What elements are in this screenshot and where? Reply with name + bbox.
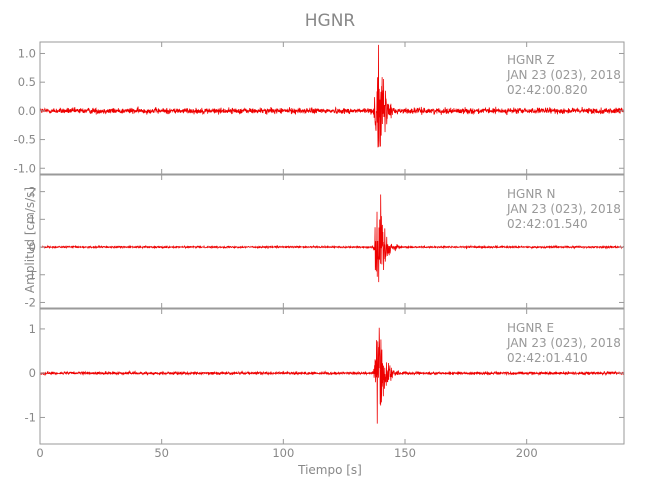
y-tick-label: 1 [29, 212, 36, 226]
y-ticks-e: -1 0 1 [25, 309, 624, 444]
y-tick-label: 2 [29, 185, 36, 199]
x-axis-label: Tiempo [s] [297, 463, 362, 477]
date-label-n: JAN 23 (023), 2018 [506, 202, 621, 216]
y-tick-label: -1.0 [14, 161, 36, 175]
waveform-line [39, 44, 625, 148]
date-label-z: JAN 23 (023), 2018 [506, 68, 621, 82]
time-label-z: 02:42:00.820 [507, 83, 588, 97]
y-tick-label: -2 [25, 295, 36, 309]
y-ticks-n: -2 -1 0 1 2 [25, 175, 624, 309]
panel-frame [39, 308, 625, 445]
y-tick-label: 0.5 [18, 75, 36, 89]
waveform-line [39, 327, 625, 424]
y-ticks-z: -1.0 -0.5 0.0 0.5 1.0 [14, 42, 624, 175]
y-axis-label: Amplitud [cm/s/s] [23, 187, 37, 293]
y-tick-label: -1 [25, 410, 36, 424]
y-tick-label: 0 [29, 240, 36, 254]
panel-n: -2 -1 0 1 2 HGNR N JAN 23 (023), 2018 02:42:… [25, 174, 625, 309]
panel-frame [39, 174, 625, 309]
waveform-line [39, 194, 625, 283]
component-label-n: HGNR N [507, 187, 555, 201]
trace-e [39, 327, 625, 424]
trace-n [39, 194, 625, 283]
panel-z: -1.0 -0.5 0.0 0.5 1.0 HGNR Z JAN 23 (023), 2… [14, 41, 625, 175]
panel-frame [39, 41, 625, 175]
y-tick-label: 0 [29, 366, 36, 380]
y-tick-label: 0.0 [18, 104, 36, 118]
x-tick-label: 50 [154, 446, 169, 460]
x-tick-label: 200 [516, 446, 538, 460]
y-tick-label: 1.0 [18, 46, 36, 60]
date-label-e: JAN 23 (023), 2018 [506, 336, 621, 350]
component-label-e: HGNR E [507, 321, 554, 335]
x-tick-label: 0 [36, 446, 43, 460]
component-label-z: HGNR Z [507, 53, 555, 67]
chart-title: HGNR [305, 11, 356, 31]
x-tick-label: 100 [272, 446, 294, 460]
x-ticks: 0 50 100 150 200 [36, 446, 537, 460]
y-tick-label: 1 [29, 322, 36, 336]
panel-e: -1 0 1 HGNR E JAN 23 (023), 2018 02:42:01.… [25, 308, 625, 445]
trace-z [39, 44, 625, 148]
time-label-n: 02:42:01.540 [507, 217, 588, 231]
y-tick-label: -0.5 [14, 133, 36, 147]
time-label-e: 02:42:01.410 [507, 351, 588, 365]
y-tick-label: -1 [25, 268, 36, 282]
x-tick-label: 150 [394, 446, 416, 460]
